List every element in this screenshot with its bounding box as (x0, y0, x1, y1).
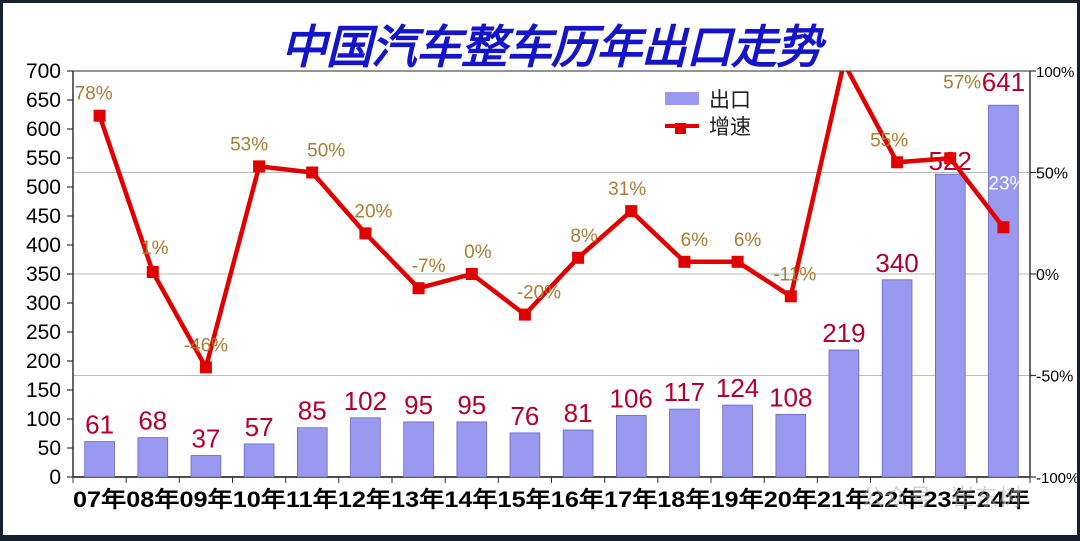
svg-text:61: 61 (85, 410, 114, 440)
svg-text:100%: 100% (1036, 64, 1074, 81)
svg-text:550: 550 (26, 147, 61, 170)
svg-text:55%: 55% (870, 130, 908, 151)
svg-text:50: 50 (38, 437, 61, 460)
svg-text:600: 600 (26, 118, 61, 141)
svg-text:219: 219 (822, 318, 865, 348)
svg-text:20%: 20% (354, 201, 392, 222)
svg-text:57: 57 (245, 412, 274, 442)
svg-text:85: 85 (298, 396, 327, 426)
svg-text:150: 150 (26, 379, 61, 402)
svg-text:250: 250 (26, 321, 61, 344)
svg-text:700: 700 (26, 60, 61, 83)
svg-text:81: 81 (564, 398, 593, 428)
svg-text:8%: 8% (570, 226, 598, 247)
svg-text:6%: 6% (734, 230, 762, 251)
svg-text:1%: 1% (141, 238, 169, 259)
svg-text:124: 124 (716, 373, 759, 403)
svg-text:340: 340 (875, 248, 918, 278)
svg-text:95: 95 (457, 390, 486, 420)
svg-text:-50%: -50% (1036, 369, 1073, 386)
svg-text:-46%: -46% (184, 335, 228, 356)
svg-text:300: 300 (26, 292, 61, 315)
svg-text:641: 641 (982, 67, 1025, 97)
svg-text:650: 650 (26, 89, 61, 112)
svg-text:50%: 50% (307, 141, 345, 162)
svg-text:500: 500 (26, 176, 61, 199)
svg-text:0%: 0% (1036, 267, 1059, 284)
svg-text:108: 108 (769, 382, 812, 412)
svg-text:100: 100 (26, 408, 61, 431)
svg-text:37: 37 (191, 424, 220, 454)
svg-text:31%: 31% (608, 179, 646, 200)
svg-text:0%: 0% (464, 242, 492, 263)
svg-text:-20%: -20% (517, 283, 561, 304)
svg-text:117: 117 (664, 377, 705, 407)
svg-text:350: 350 (26, 263, 61, 286)
svg-text:6%: 6% (681, 230, 709, 251)
svg-text:53%: 53% (230, 134, 268, 155)
svg-text:68: 68 (138, 406, 167, 436)
svg-text:200: 200 (26, 350, 61, 373)
svg-text:57%: 57% (943, 72, 981, 93)
svg-text:400: 400 (26, 234, 61, 257)
svg-text:450: 450 (26, 205, 61, 228)
svg-text:23%: 23% (988, 173, 1026, 194)
svg-text:0: 0 (49, 466, 61, 489)
svg-text:102: 102 (344, 386, 387, 416)
svg-text:106: 106 (610, 384, 653, 414)
svg-text:-7%: -7% (412, 256, 446, 277)
svg-text:95: 95 (404, 390, 433, 420)
svg-text:50%: 50% (1036, 166, 1068, 183)
svg-text:76: 76 (510, 401, 539, 431)
svg-text:78%: 78% (75, 84, 113, 105)
svg-text:-11%: -11% (773, 264, 816, 285)
